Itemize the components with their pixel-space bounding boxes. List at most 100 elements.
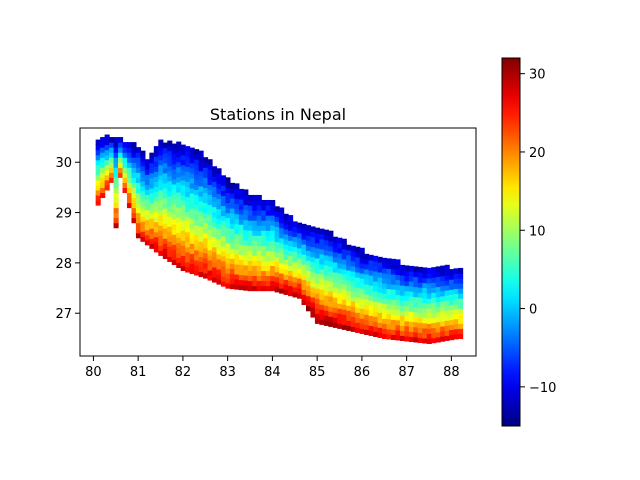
heatmap-cell <box>212 196 218 203</box>
heatmap-cell <box>382 318 388 324</box>
heatmap-cell <box>167 190 173 197</box>
heatmap-cell <box>399 269 405 276</box>
heatmap-cell <box>377 282 383 288</box>
heatmap-cell <box>95 184 101 191</box>
heatmap-cell <box>176 161 182 168</box>
heatmap-cell <box>377 312 383 318</box>
heatmap-cell <box>109 177 115 183</box>
heatmap-cell <box>203 217 209 224</box>
heatmap-cell <box>413 301 419 308</box>
heatmap-cell <box>216 243 222 250</box>
heatmap-cell <box>207 239 213 246</box>
heatmap-cell <box>426 308 432 314</box>
heatmap-cell <box>341 243 347 250</box>
heatmap-cell <box>301 249 307 255</box>
heatmap-cell <box>220 200 227 207</box>
heatmap-cell <box>288 255 294 261</box>
heatmap-cell <box>270 255 276 261</box>
heatmap-cell <box>458 298 464 304</box>
heatmap-cell <box>431 312 437 319</box>
heatmap-cell <box>220 215 227 222</box>
heatmap-cell <box>171 158 177 165</box>
heatmap-cell <box>113 197 119 204</box>
heatmap-cell <box>431 277 437 283</box>
heatmap-cell <box>288 280 294 287</box>
heatmap-cell <box>220 185 227 192</box>
heatmap-cell <box>171 229 177 235</box>
heatmap-cell <box>261 230 267 236</box>
heatmap-cell <box>185 171 191 177</box>
heatmap-cell <box>323 305 329 311</box>
heatmap-cell <box>382 267 388 274</box>
heatmap-cell <box>449 294 455 300</box>
heatmap-cell <box>377 297 383 303</box>
heatmap-cell <box>261 265 267 272</box>
heatmap-cell <box>319 263 325 270</box>
heatmap-cell <box>234 253 240 260</box>
heatmap-cell <box>153 166 159 172</box>
heatmap-cell <box>314 262 320 269</box>
heatmap-cell <box>216 268 222 275</box>
heatmap-cell <box>256 194 262 201</box>
heatmap-cell <box>109 162 115 168</box>
heatmap-cell <box>422 322 428 329</box>
heatmap-cell <box>301 238 307 245</box>
heatmap-cell <box>234 203 240 210</box>
heatmap-cell <box>404 290 410 297</box>
heatmap-cell <box>373 291 379 297</box>
heatmap-cell <box>109 137 115 143</box>
heatmap-cell <box>301 254 307 260</box>
heatmap-cell <box>310 281 316 288</box>
heatmap-cell <box>417 312 423 318</box>
heatmap-cell <box>270 275 276 282</box>
heatmap-cell <box>234 258 240 265</box>
heatmap-cell <box>198 256 204 262</box>
heatmap-cell <box>176 156 182 163</box>
heatmap-cell <box>359 298 365 304</box>
heatmap-cell <box>158 139 164 146</box>
heatmap-cell <box>189 243 195 249</box>
heatmap-cell <box>395 274 401 281</box>
heatmap-cell <box>234 268 240 275</box>
heatmap-cell <box>261 220 267 226</box>
heatmap-cell <box>198 216 204 222</box>
heatmap-cell <box>135 162 141 168</box>
heatmap-cell <box>431 287 437 293</box>
heatmap-cell <box>390 294 397 300</box>
heatmap-cell <box>243 234 249 241</box>
heatmap-cell <box>203 252 209 259</box>
heatmap-cell <box>95 164 101 171</box>
heatmap-cell <box>404 300 410 307</box>
heatmap-cell <box>382 272 388 279</box>
heatmap-cell <box>126 187 133 194</box>
heatmap-cell <box>113 192 119 199</box>
heatmap-cell <box>301 233 307 240</box>
heatmap-cell <box>288 275 294 282</box>
heatmap-cell <box>140 180 146 187</box>
heatmap-cell <box>113 157 119 163</box>
heatmap-cell <box>350 250 356 257</box>
heatmap-cell <box>314 318 320 324</box>
heatmap-cell <box>319 228 325 235</box>
heatmap-cell <box>413 291 419 298</box>
heatmap-cell <box>310 256 316 263</box>
heatmap-cell <box>390 319 397 325</box>
heatmap-cell <box>292 266 298 273</box>
heatmap-cell <box>171 244 177 250</box>
heatmap-cell <box>189 223 195 229</box>
heatmap-cell <box>185 191 191 198</box>
heatmap-cell <box>212 211 218 218</box>
heatmap-cell <box>453 268 459 274</box>
heatmap-cell <box>288 260 294 266</box>
heatmap-cell <box>104 139 110 146</box>
heatmap-cell <box>140 216 146 222</box>
heatmap-cell <box>377 261 383 268</box>
heatmap-cell <box>238 274 244 281</box>
heatmap-cell <box>104 174 110 181</box>
heatmap-cell <box>144 229 150 236</box>
heatmap-cell <box>408 286 414 292</box>
heatmap-cell <box>238 284 244 291</box>
heatmap-cell <box>104 169 110 176</box>
heatmap-cell <box>261 285 267 292</box>
heatmap-cell <box>185 186 191 193</box>
